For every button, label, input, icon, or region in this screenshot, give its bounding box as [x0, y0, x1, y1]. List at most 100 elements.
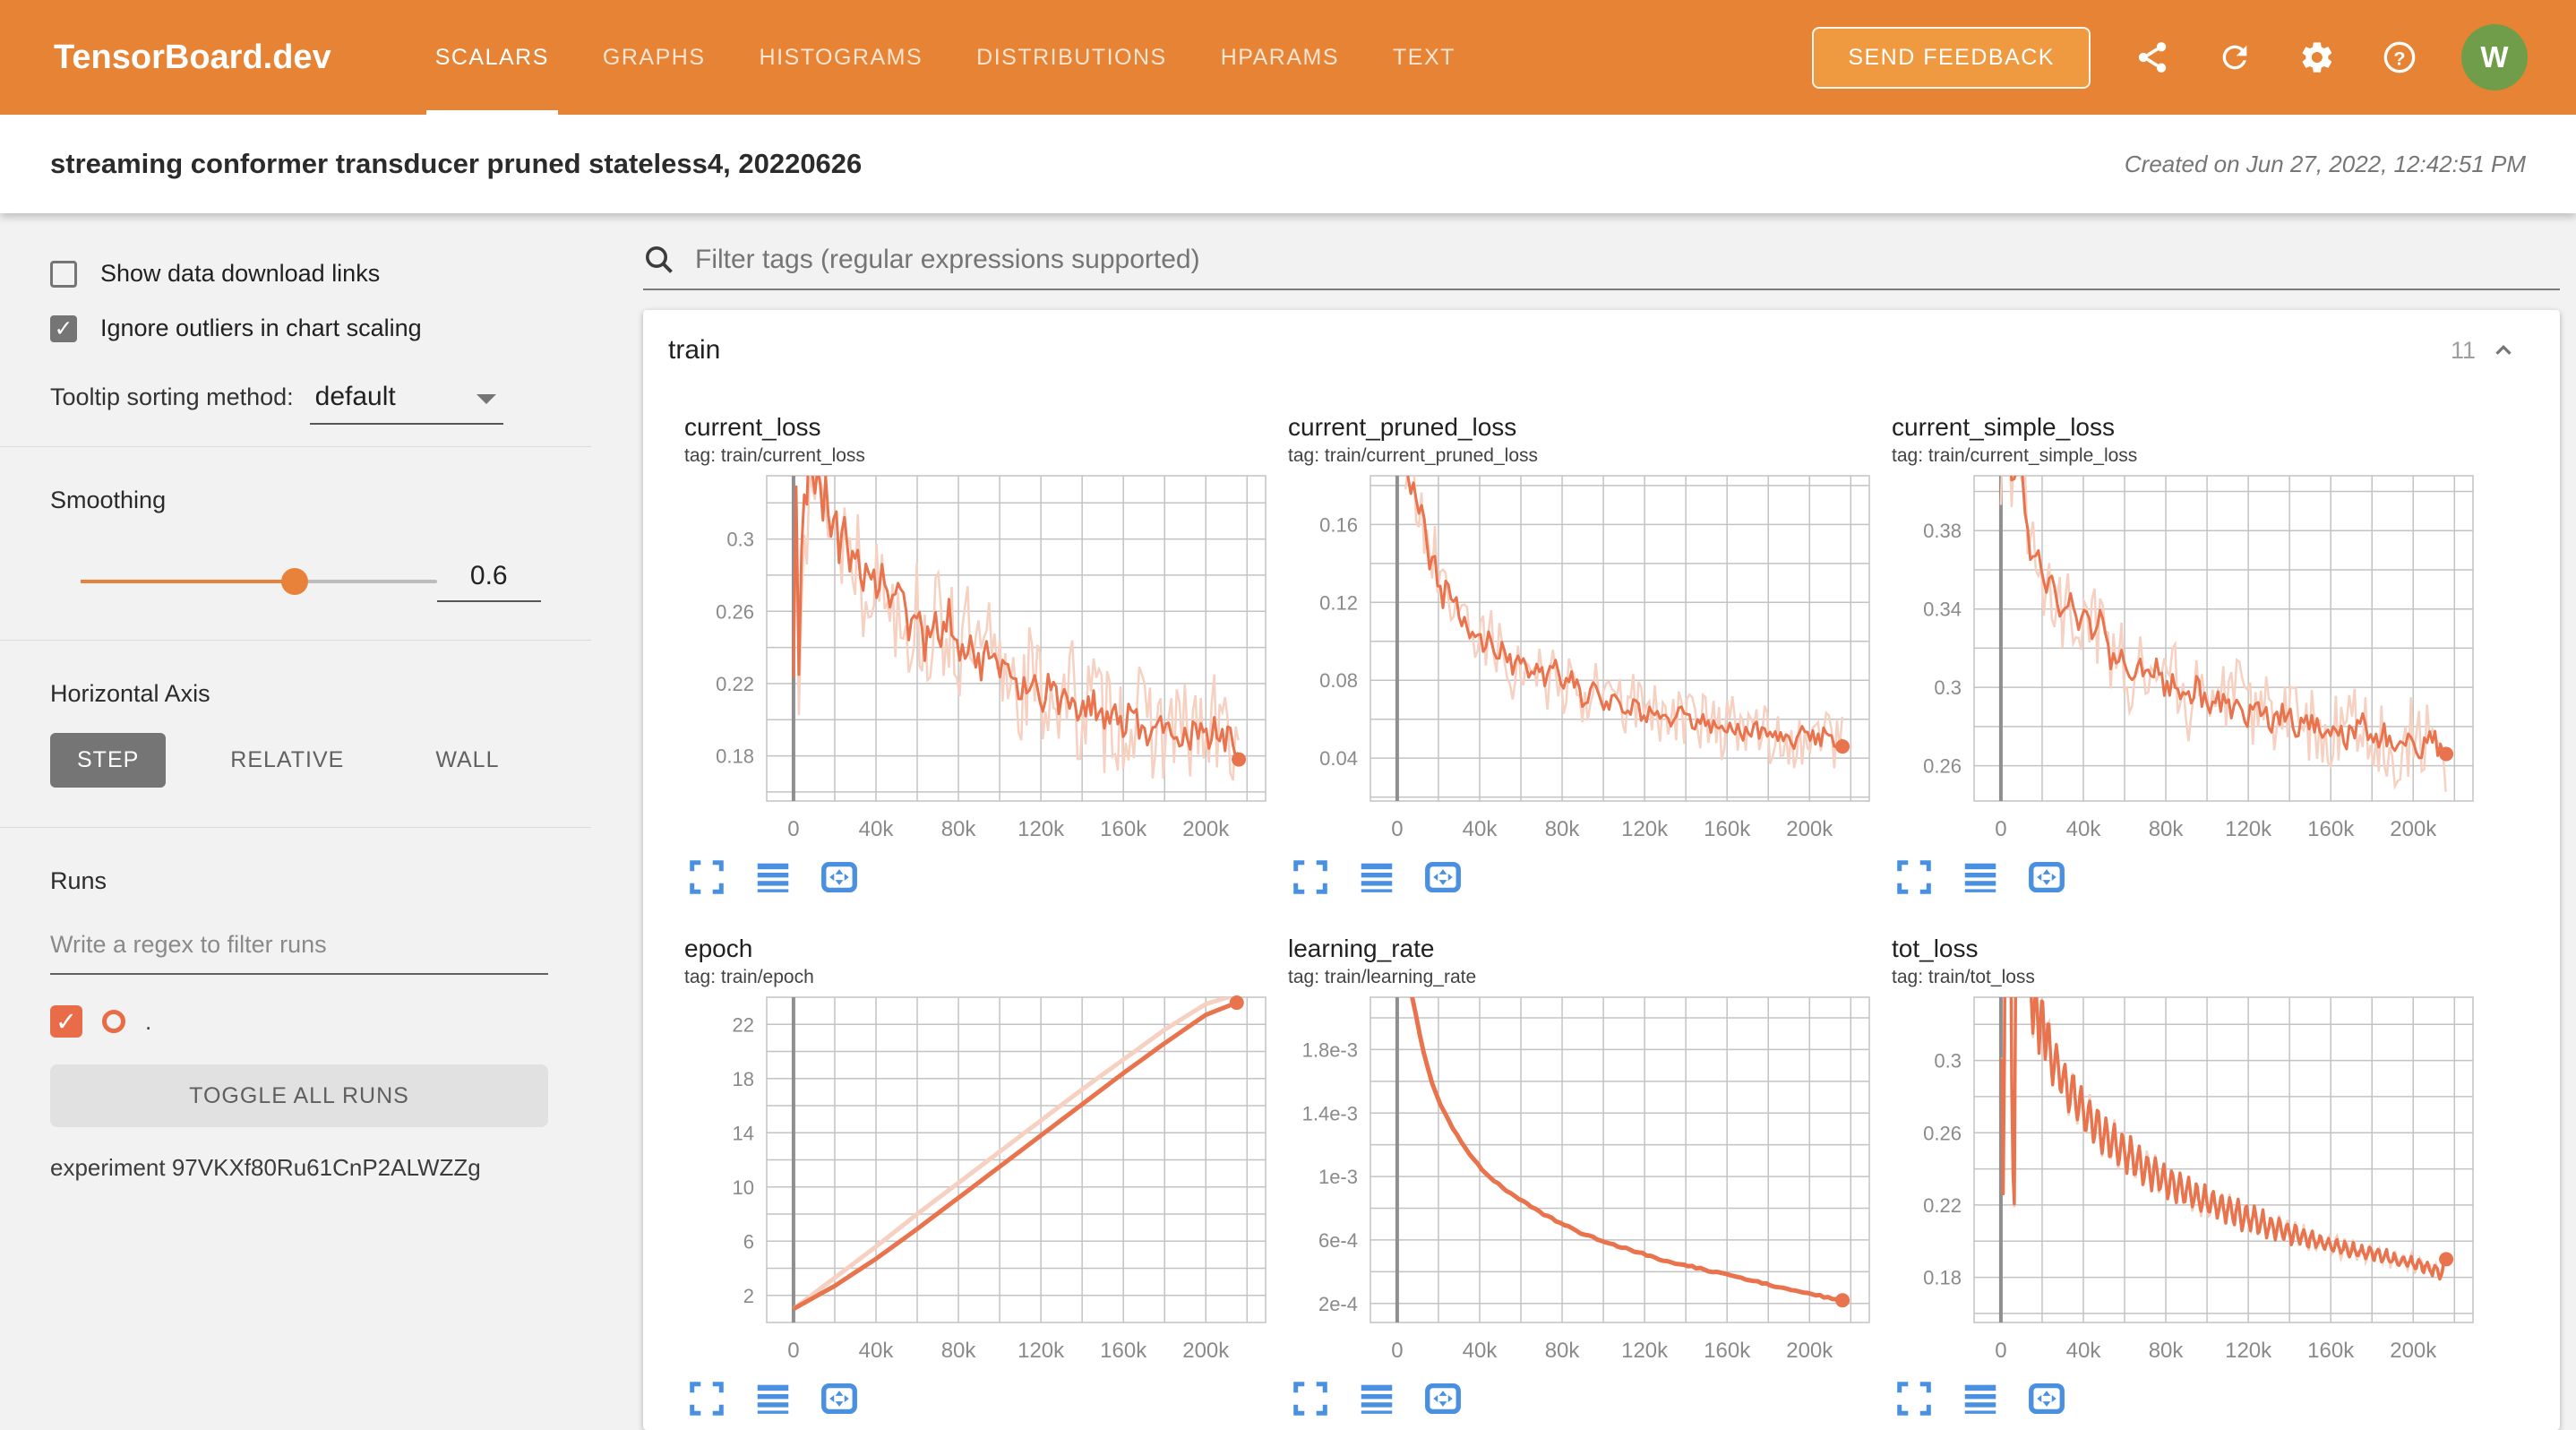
section-collapse-control[interactable]: 11	[2451, 337, 2517, 365]
log-scale-icon[interactable]	[1960, 1378, 2001, 1419]
ignore-outliers-checkbox[interactable]: ✓	[50, 314, 77, 342]
horizontal-axis-options: STEP RELATIVE WALL	[50, 733, 591, 788]
chart-title: epoch	[684, 935, 753, 962]
chart-current-pruned-loss: current_pruned_loss tag: train/current_p…	[1288, 412, 1879, 898]
chart-toolbar	[684, 1378, 1275, 1419]
svg-text:14: 14	[733, 1122, 754, 1144]
svg-text:0.26: 0.26	[716, 600, 754, 623]
line-chart[interactable]: 0.38 0.34 0.3 0.26 0 40k 80k 120k 160k 200k	[1892, 471, 2483, 851]
line-chart[interactable]: 0.16 0.12 0.08 0.04 0 40k 80k 120k 160k 200k	[1288, 471, 1879, 851]
refresh-icon[interactable]	[2214, 37, 2255, 78]
svg-text:120k: 120k	[1621, 817, 1669, 841]
toggle-all-runs-button[interactable]: TOGGLE ALL RUNS	[50, 1064, 548, 1127]
show-download-links-checkbox-row[interactable]: Show data download links	[50, 260, 591, 288]
train-section-header[interactable]: train 11	[643, 310, 2560, 382]
chart-title: learning_rate	[1288, 935, 1435, 962]
tab-scalars[interactable]: SCALARS	[425, 0, 559, 115]
runs-filter-input[interactable]: Write a regex to filter runs	[50, 931, 548, 975]
fullscreen-icon[interactable]	[1893, 857, 1935, 898]
axis-wall-button[interactable]: WALL	[408, 733, 526, 788]
tab-text[interactable]: TEXT	[1393, 44, 1455, 70]
line-chart[interactable]: 22 18 14 10 6 2 0 40k 80k 120k 160k 200k	[684, 993, 1275, 1373]
log-scale-icon[interactable]	[1960, 857, 2001, 898]
fullscreen-icon[interactable]	[686, 857, 727, 898]
chevron-up-icon	[2495, 344, 2512, 355]
tab-hparams[interactable]: HPARAMS	[1220, 44, 1339, 70]
fit-data-icon[interactable]	[819, 857, 860, 898]
chart-tag: tag: train/current_simple_loss	[1892, 445, 2138, 466]
svg-text:200k: 200k	[1786, 1339, 1833, 1363]
svg-text:120k: 120k	[1018, 1339, 1065, 1363]
run-checkbox[interactable]: ✓	[50, 1005, 82, 1038]
fit-data-icon[interactable]	[1422, 1378, 1464, 1419]
smoothing-label: Smoothing	[50, 487, 167, 513]
fullscreen-icon[interactable]	[1290, 857, 1331, 898]
fit-data-icon[interactable]	[2026, 857, 2067, 898]
search-icon	[645, 246, 673, 273]
svg-text:160k: 160k	[1704, 817, 1751, 841]
show-download-links-checkbox[interactable]	[50, 260, 77, 288]
tab-graphs[interactable]: GRAPHS	[602, 44, 706, 70]
log-scale-icon[interactable]	[1356, 857, 1397, 898]
svg-text:6e-4: 6e-4	[1318, 1229, 1358, 1252]
fit-data-icon[interactable]	[1422, 857, 1464, 898]
svg-text:80k: 80k	[2149, 1339, 2185, 1363]
svg-text:0.3: 0.3	[726, 529, 754, 551]
header-actions: SEND FEEDBACK ? W	[1812, 24, 2528, 90]
chart-title: current_simple_loss	[1892, 413, 2115, 441]
line-chart[interactable]: 0.3 0.26 0.22 0.18 0 40k 80k 120k 160k 200k	[1892, 993, 2483, 1373]
axis-relative-button[interactable]: RELATIVE	[203, 733, 371, 788]
experiment-header: streaming conformer transducer pruned st…	[0, 115, 2576, 213]
divider	[0, 827, 591, 828]
tooltip-sorting-label: Tooltip sorting method:	[50, 383, 294, 410]
filter-tags-input[interactable]: Filter tags (regular expressions support…	[643, 244, 2560, 290]
app-logo: TensorBoard.dev	[54, 38, 331, 76]
svg-text:0.18: 0.18	[716, 745, 754, 768]
log-scale-icon[interactable]	[752, 857, 794, 898]
svg-text:80k: 80k	[1545, 817, 1581, 841]
log-scale-icon[interactable]	[1356, 1378, 1397, 1419]
svg-text:120k: 120k	[2225, 817, 2272, 841]
line-chart[interactable]: 0.3 0.26 0.22 0.18 0 40k 80k 120k 160k 200k	[684, 471, 1275, 851]
svg-text:160k: 160k	[2307, 1339, 2355, 1363]
axis-step-button[interactable]: STEP	[50, 733, 167, 788]
svg-text:0.04: 0.04	[1319, 747, 1358, 770]
settings-icon[interactable]	[2297, 37, 2338, 78]
avatar[interactable]: W	[2461, 24, 2528, 90]
svg-text:0: 0	[1391, 1339, 1403, 1363]
chart-tot-loss: tot_loss tag: train/tot_loss 0.3 0.26 0.22…	[1892, 934, 2483, 1419]
slider-knob[interactable]	[280, 568, 308, 595]
svg-text:0.22: 0.22	[716, 673, 754, 695]
tab-histograms[interactable]: HISTOGRAMS	[759, 44, 923, 70]
share-icon[interactable]	[2132, 37, 2173, 78]
fit-data-icon[interactable]	[2026, 1378, 2067, 1419]
send-feedback-button[interactable]: SEND FEEDBACK	[1812, 26, 2091, 89]
ignore-outliers-checkbox-row[interactable]: ✓ Ignore outliers in chart scaling	[50, 314, 591, 342]
svg-text:1e-3: 1e-3	[1318, 1166, 1358, 1188]
tooltip-sorting-select[interactable]: default	[309, 382, 503, 425]
fullscreen-icon[interactable]	[1893, 1378, 1935, 1419]
svg-text:160k: 160k	[1704, 1339, 1751, 1363]
fit-data-icon[interactable]	[819, 1378, 860, 1419]
fullscreen-icon[interactable]	[1290, 1378, 1331, 1419]
checkbox-label: Show data download links	[100, 260, 381, 287]
nav-tabs: SCALARS GRAPHS HISTOGRAMS DISTRIBUTIONS …	[425, 0, 1509, 115]
chart-epoch: epoch tag: train/epoch 22 18 14 10 6 2 0 40k 80k…	[684, 934, 1275, 1419]
tab-distributions[interactable]: DISTRIBUTIONS	[976, 44, 1167, 70]
svg-text:0.26: 0.26	[1923, 755, 1962, 778]
svg-text:2e-4: 2e-4	[1318, 1293, 1358, 1315]
help-icon[interactable]: ?	[2379, 37, 2420, 78]
svg-text:0.38: 0.38	[1923, 520, 1962, 542]
charts-grid: current_loss tag: train/current_loss 0.3…	[643, 382, 2560, 1430]
smoothing-slider[interactable]	[81, 568, 437, 595]
svg-text:0: 0	[787, 817, 799, 841]
smoothing-value-field[interactable]: 0.6	[436, 561, 541, 602]
svg-text:40k: 40k	[1463, 1339, 1498, 1363]
line-chart[interactable]: 1.8e-3 1.4e-3 1e-3 6e-4 2e-4 0 40k 80k 120k 160k 2…	[1288, 993, 1879, 1373]
log-scale-icon[interactable]	[752, 1378, 794, 1419]
section-title: train	[668, 335, 721, 365]
scalars-main: Filter tags (regular expressions support…	[591, 213, 2576, 1430]
fullscreen-icon[interactable]	[686, 1378, 727, 1419]
svg-text:40k: 40k	[2066, 1339, 2102, 1363]
svg-text:80k: 80k	[941, 1339, 977, 1363]
